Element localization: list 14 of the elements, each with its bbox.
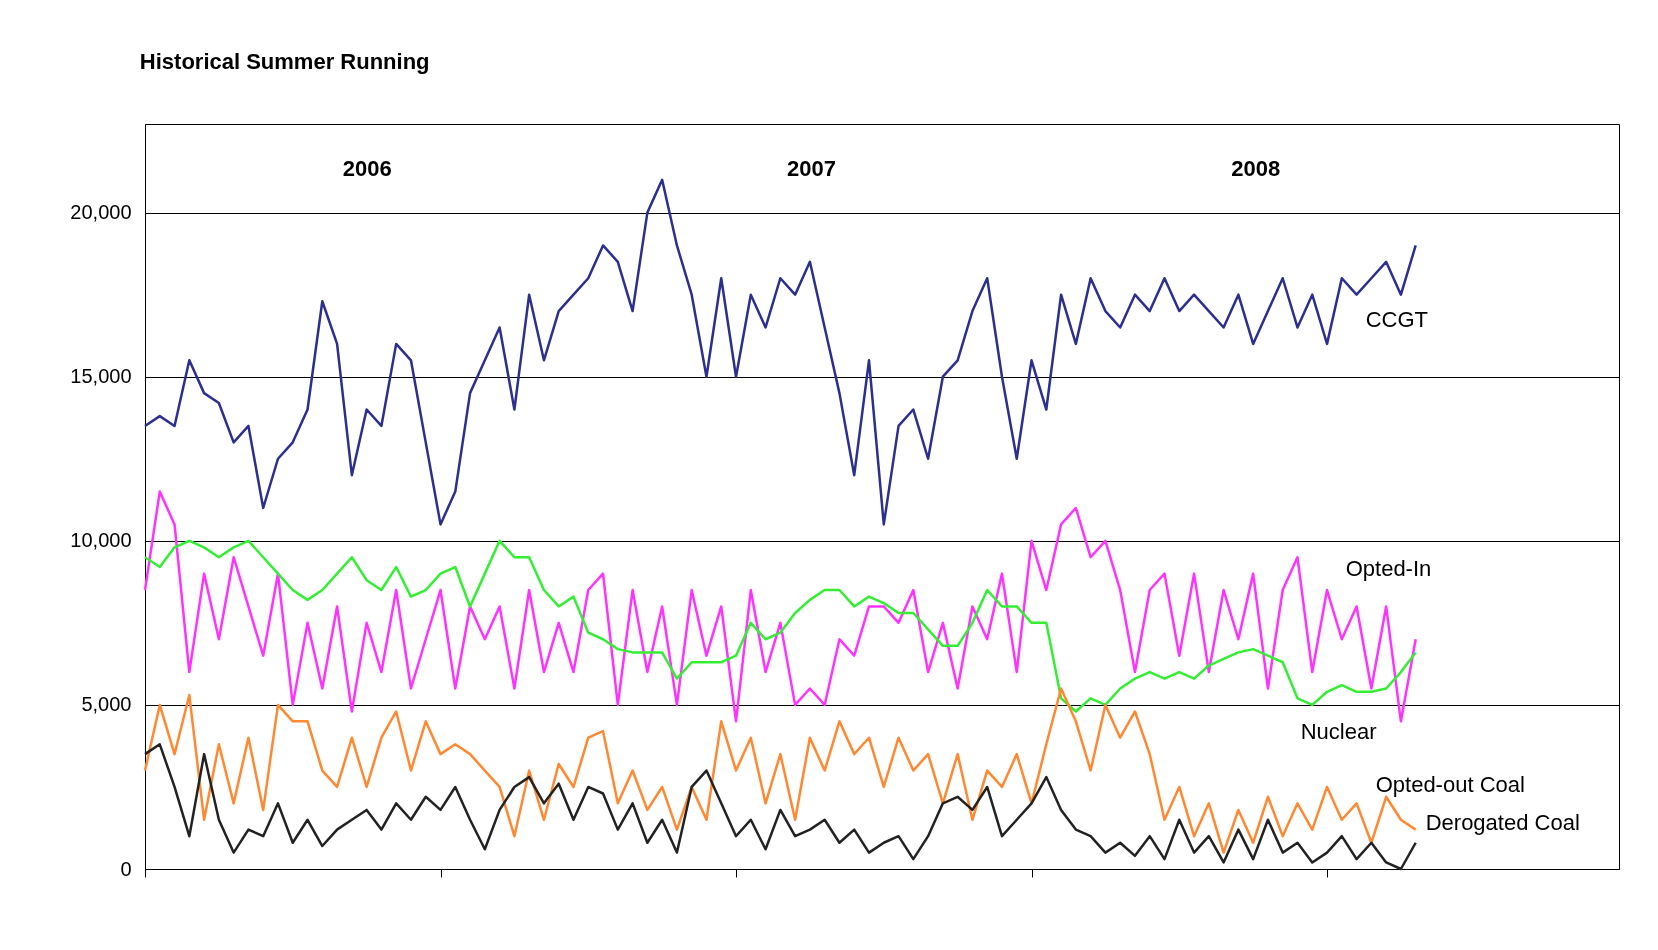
- y-tick-label: 20,000: [70, 201, 132, 224]
- y-tick-label: 10,000: [70, 529, 132, 552]
- y-tick-label: 15,000: [70, 365, 132, 388]
- series-label: Derogated Coal: [1425, 809, 1580, 835]
- series-label: Opted-In: [1345, 556, 1432, 582]
- annotation: 2007: [786, 155, 836, 181]
- series-label: Opted-out Coal: [1375, 771, 1525, 797]
- series-label: CCGT: [1365, 307, 1429, 333]
- y-tick-label: 0: [120, 857, 132, 880]
- series-label: Nuclear: [1300, 719, 1377, 745]
- annotation: 2008: [1231, 155, 1281, 181]
- chart-title: Historical Summer Running: [139, 49, 430, 74]
- y-tick-label: 5,000: [81, 693, 132, 716]
- annotation: 2006: [342, 155, 392, 181]
